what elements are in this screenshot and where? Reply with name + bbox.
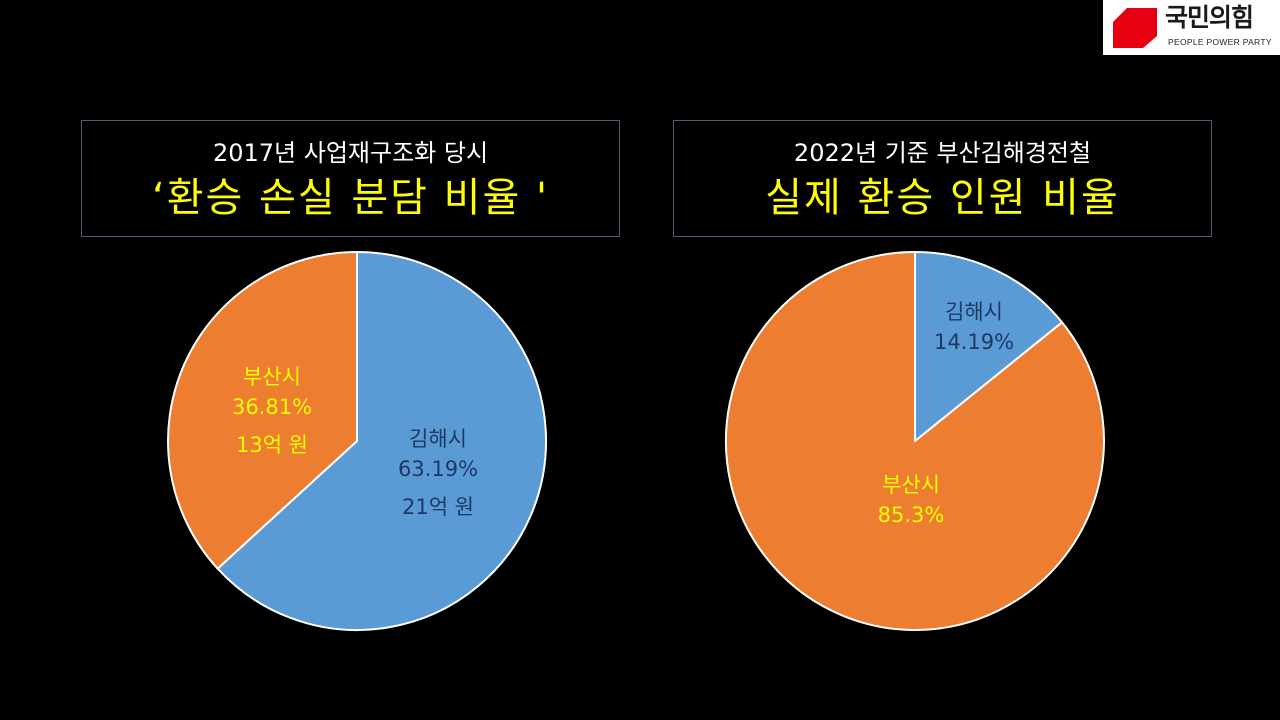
- party-logo: 국민의힘 PEOPLE POWER PARTY: [1103, 0, 1280, 55]
- left-pie-chart: [167, 251, 548, 631]
- left-label-busan: 부산시 36.81% 13억 원: [212, 362, 332, 460]
- right-subtitle: 2022년 기준 부산김해경전철: [793, 139, 1092, 167]
- party-name-korean: 국민의힘: [1165, 3, 1254, 32]
- right-title: 실제 환승 인원 비율: [765, 175, 1120, 221]
- left-busan-amount: 13억 원: [235, 433, 309, 457]
- right-gimhae-percent: 14.19%: [933, 330, 1015, 354]
- left-gimhae-amount: 21억 원: [401, 495, 475, 519]
- left-label-gimhae: 김해시 63.19% 21억 원: [378, 424, 498, 522]
- party-name-english: PEOPLE POWER PARTY: [1168, 37, 1272, 47]
- right-label-busan: 부산시 85.3%: [851, 470, 971, 530]
- left-gimhae-percent: 63.19%: [397, 457, 479, 481]
- right-gimhae-name: 김해시: [945, 300, 1003, 324]
- right-pie-chart: [724, 251, 1105, 631]
- left-subtitle: 2017년 사업재구조화 당시: [212, 139, 489, 167]
- party-logo-icon: [1113, 8, 1157, 48]
- left-title-box: 2017년 사업재구조화 당시 ‘환승 손실 분담 비율 ': [81, 120, 620, 237]
- left-busan-percent: 36.81%: [231, 395, 313, 419]
- left-pie-slice-busan: [167, 251, 358, 570]
- right-pie-slice-gimhae: [914, 251, 1063, 442]
- left-gimhae-name: 김해시: [409, 427, 467, 451]
- left-title: ‘환승 손실 분담 비율 ': [152, 175, 549, 221]
- right-label-gimhae: 김해시 14.19%: [914, 297, 1034, 357]
- left-busan-name: 부산시: [243, 365, 301, 389]
- right-busan-name: 부산시: [882, 473, 940, 497]
- right-busan-percent: 85.3%: [877, 503, 945, 527]
- left-pie-slice-gimhae: [216, 251, 548, 631]
- right-title-box: 2022년 기준 부산김해경전철 실제 환승 인원 비율: [673, 120, 1212, 237]
